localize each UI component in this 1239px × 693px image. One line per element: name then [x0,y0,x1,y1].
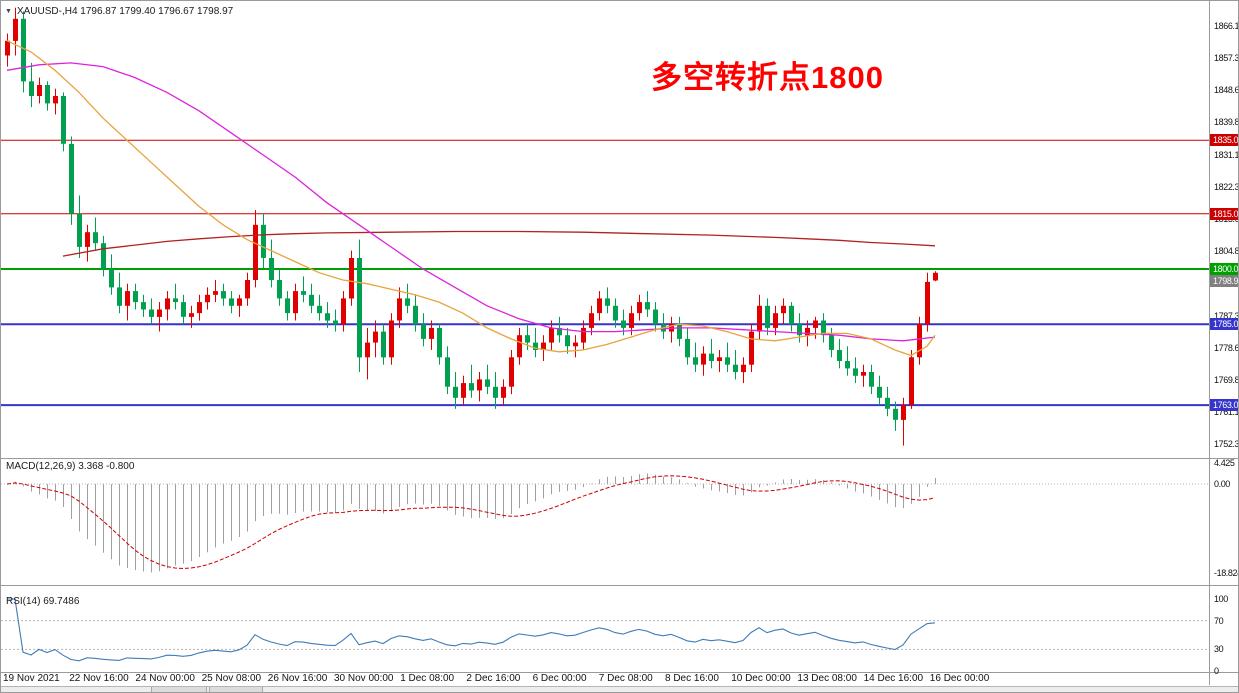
time-axis-label: 25 Nov 08:00 [201,673,262,684]
macd-indicator-label: MACD(12,26,9) 3.368 -0.800 [6,461,135,472]
symbol-ohlc-text: XAUUSD-,H4 1796.87 1799.40 1796.67 1798.… [16,6,234,17]
price-axis-label: 1787.35 [1214,310,1239,321]
time-axis-label: 1 Dec 08:00 [400,673,455,684]
chart-tab[interactable] [209,687,263,692]
time-axis-label: 22 Nov 16:00 [69,673,129,684]
price-axis-label: 1822.35 [1214,181,1239,192]
time-axis-label: 26 Nov 16:00 [267,673,328,684]
rsi-axis-label: 0 [1214,666,1219,676]
chart-tab[interactable] [151,687,207,692]
time-axis-label: 24 Nov 00:00 [135,673,195,684]
annotation-text: 多空转折点1800 [651,60,884,95]
price-axis-label: 1769.85 [1214,374,1239,385]
symbol-header: ▼ XAUUSD-,H4 1796.87 1799.40 1796.67 179… [5,6,233,17]
price-axis-label: 1831.10 [1214,149,1239,160]
rsi-indicator-label: RSI(14) 69.7486 [6,596,80,607]
time-axis-label: 6 Dec 00:00 [532,673,587,684]
time-axis[interactable]: 19 Nov 2021 22 Nov 16:00 24 Nov 00:00 25 No… [1,673,1209,686]
macd-axis-label: 0.00 [1214,479,1230,489]
time-axis-label: 2 Dec 16:00 [466,673,521,684]
time-axis-label: 8 Dec 16:00 [665,673,719,684]
price-axis-label: 1839.85 [1214,117,1239,128]
price-axis-label: 1752.35 [1214,439,1239,450]
time-axis-label: 7 Dec 08:00 [598,673,653,684]
rsi-axis-label: 70 [1214,615,1224,626]
price-axis[interactable]: 1835.00 1815.00 1800.00 1785.00 1763.00 1798.… [1210,1,1239,685]
time-axis-label: 13 Dec 08:00 [797,673,857,684]
price-axis-label: 1866.10 [1214,20,1239,31]
price-badge: 1815.00 [1210,207,1238,220]
price-badge: 1785.00 [1210,318,1238,331]
time-axis-label: 30 Nov 00:00 [334,673,394,684]
chart-tab-bar [1,686,1238,692]
price-axis-label: 1761.10 [1214,407,1239,418]
rsi-axis-label: 30 [1214,644,1224,655]
macd-axis-label: 4.425 [1214,457,1235,468]
price-axis-label: 1848.60 [1214,85,1239,96]
time-axis-label: 10 Dec 00:00 [731,673,791,684]
price-badge: 1835.00 [1210,134,1238,147]
price-axis-label: 1804.85 [1214,246,1239,257]
time-axis-label: 19 Nov 2021 [3,673,60,684]
rsi-axis-label: 100 [1214,594,1228,604]
price-axis-label: 1857.35 [1214,52,1239,63]
time-axis-label: 16 Dec 00:00 [929,673,990,684]
price-badge: 1763.00 [1210,399,1238,412]
macd-axis-label: -18.824 [1214,568,1239,579]
price-badge: 1800.00 [1210,263,1238,275]
price-axis-label: 1778.60 [1214,342,1239,353]
price-badge: 1798.97 [1210,275,1238,287]
time-axis-label: 14 Dec 16:00 [863,673,924,684]
collapse-arrow-icon[interactable]: ▼ [5,7,12,15]
